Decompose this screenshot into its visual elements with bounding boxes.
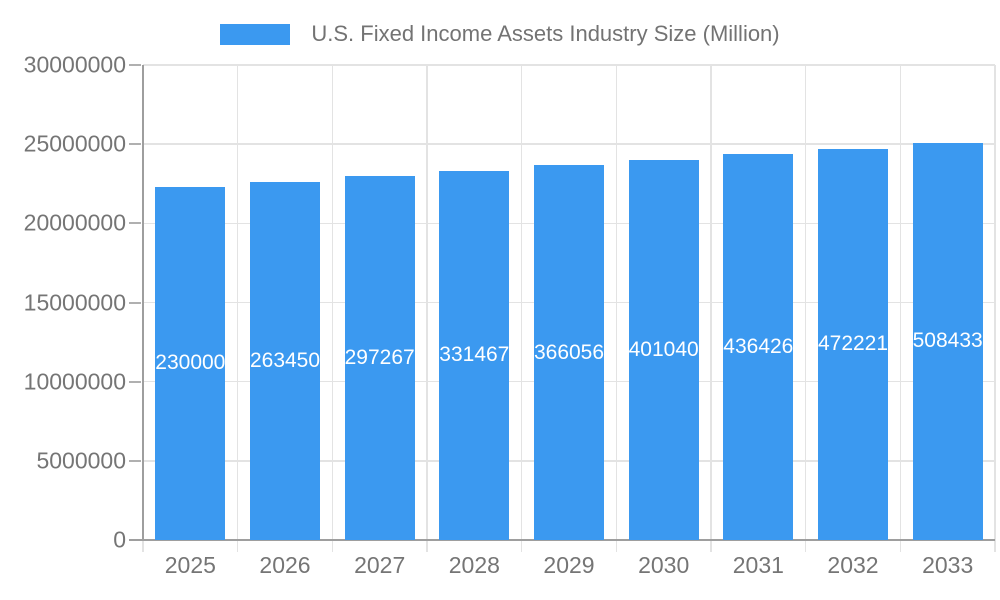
y-tick-label: 20000000 xyxy=(23,209,126,236)
y-axis-tick xyxy=(129,222,141,225)
y-tick-label: 5000000 xyxy=(36,447,126,474)
x-tick-label: 2026 xyxy=(259,552,311,578)
gridline-horizontal xyxy=(143,143,995,145)
x-tick-label: 2029 xyxy=(543,552,595,578)
gridline-vertical xyxy=(426,65,428,552)
y-tick-label: 10000000 xyxy=(23,368,126,395)
x-tick-label: 2027 xyxy=(354,552,406,578)
gridline-vertical xyxy=(520,65,523,552)
bar-2025[interactable] xyxy=(155,186,226,540)
y-axis-tick xyxy=(129,64,141,66)
gridline-vertical xyxy=(804,65,807,552)
bar-value-label: 22300000 xyxy=(143,351,238,375)
y-axis-line xyxy=(142,65,144,540)
bar-value-label: 24010400 xyxy=(616,337,711,361)
x-tick-label: 2031 xyxy=(732,552,784,578)
bar-2031[interactable] xyxy=(723,154,794,540)
bar-2026[interactable] xyxy=(250,181,320,540)
x-axis-line xyxy=(129,539,995,541)
legend-swatch xyxy=(220,23,291,45)
x-tick-label: 2028 xyxy=(448,552,500,578)
gridline-vertical xyxy=(899,65,902,552)
y-tick-label: 15000000 xyxy=(23,289,126,315)
y-tick-label: 0 xyxy=(113,526,126,553)
bar-value-label: 24364266 xyxy=(711,335,806,359)
bar-value-label: 24722215 xyxy=(806,332,900,356)
bar-value-label: 22972676 xyxy=(332,346,427,370)
bar-2028[interactable] xyxy=(439,170,510,540)
legend-item[interactable]: U.S. Fixed Income Assets Industry Size (… xyxy=(0,21,1000,47)
gridline-horizontal xyxy=(143,64,995,66)
gridline-vertical xyxy=(710,65,712,552)
gridline-vertical xyxy=(331,65,334,552)
bar-value-label: 23660562 xyxy=(522,340,616,364)
y-tick-label: 30000000 xyxy=(23,51,126,78)
gridline-vertical xyxy=(615,65,618,552)
bar-2030[interactable] xyxy=(628,159,699,540)
y-axis-tick xyxy=(129,301,141,304)
bar-value-label: 23314678 xyxy=(427,343,522,367)
legend-label: U.S. Fixed Income Assets Industry Size (… xyxy=(311,21,780,46)
bar-2032[interactable] xyxy=(818,148,888,540)
y-axis-tick xyxy=(129,143,141,146)
gridline-vertical xyxy=(994,65,996,552)
y-axis-tick xyxy=(129,459,141,462)
bar-2027[interactable] xyxy=(344,176,415,540)
x-tick-label: 2030 xyxy=(638,552,690,578)
x-tick-label: 2033 xyxy=(922,552,974,578)
y-tick-label: 25000000 xyxy=(23,130,126,157)
bar-value-label: 22634500 xyxy=(238,348,332,372)
y-axis-tick xyxy=(129,380,141,383)
gridline-vertical xyxy=(236,65,239,552)
bar-value-label: 25084330 xyxy=(900,329,995,353)
bar-2029[interactable] xyxy=(534,165,604,540)
x-tick-label: 2025 xyxy=(164,552,216,578)
x-tick-label: 2032 xyxy=(827,552,879,578)
bar-2033[interactable] xyxy=(912,142,983,540)
